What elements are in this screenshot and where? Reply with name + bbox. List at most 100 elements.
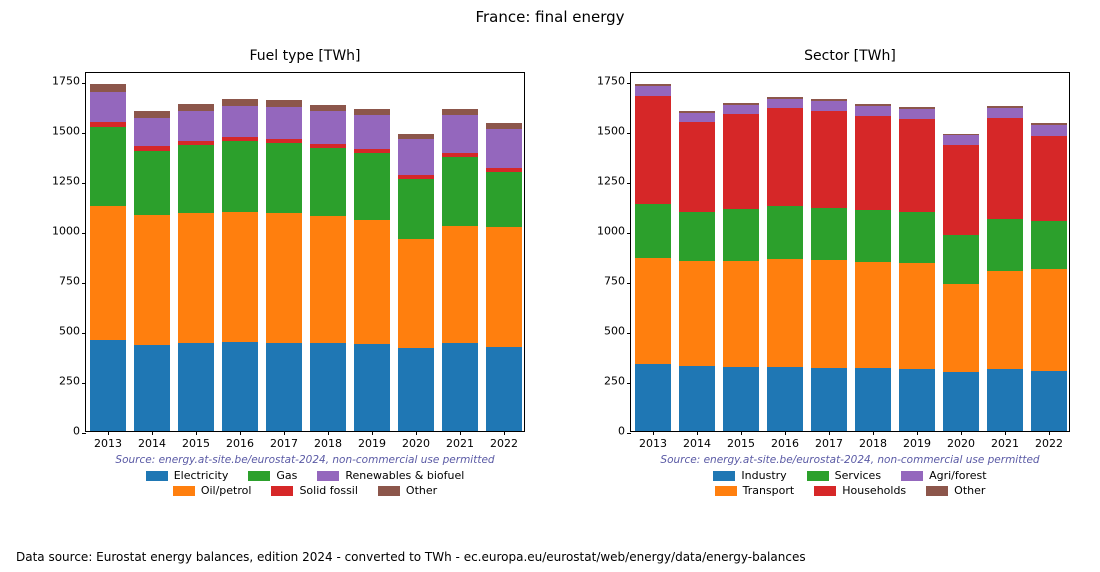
footer-text: Data source: Eurostat energy balances, e… [16, 550, 806, 564]
bar-segment [398, 348, 433, 431]
bar-segment [222, 342, 257, 431]
bar-group [723, 71, 758, 431]
bar-group [899, 71, 934, 431]
bar-segment [134, 151, 169, 215]
bar-segment [486, 227, 521, 347]
bar-segment [1031, 371, 1066, 431]
legend-row: TransportHouseholdsOther [630, 483, 1070, 498]
xtick-label: 2018 [314, 431, 342, 450]
bar-segment [855, 106, 890, 116]
legend-swatch [713, 471, 735, 481]
xtick-label: 2020 [402, 431, 430, 450]
bar-segment [354, 344, 389, 431]
bar-segment [899, 369, 934, 431]
bar-segment [679, 261, 714, 366]
ytick-label: 750 [59, 275, 86, 288]
bar-segment [266, 343, 301, 431]
xtick-label: 2021 [446, 431, 474, 450]
bar-segment [486, 347, 521, 431]
bar-segment [855, 368, 890, 431]
bar-segment [1031, 221, 1066, 269]
xtick-label: 2016 [771, 431, 799, 450]
bar-segment [222, 106, 257, 137]
xtick-label: 2014 [683, 431, 711, 450]
bar-segment [723, 114, 758, 209]
legend-label: Gas [276, 469, 297, 482]
ytick-label: 500 [59, 325, 86, 338]
bar-segment [310, 148, 345, 216]
bar-segment [442, 109, 477, 115]
bar-segment [723, 367, 758, 431]
xtick-label: 2017 [815, 431, 843, 450]
legend-label: Renewables & biofuel [345, 469, 464, 482]
left-axes: 0250500750100012501500175020132014201520… [85, 72, 525, 432]
left-legend: Electricity Gas Renewables & biofuel Oil/pe… [85, 468, 525, 498]
bar-group [1031, 71, 1066, 431]
legend-swatch [715, 486, 737, 496]
bar-segment [767, 259, 802, 367]
bar-group [767, 71, 802, 431]
bar-segment [679, 212, 714, 261]
bar-group [222, 71, 257, 431]
ytick-label: 1250 [52, 175, 86, 188]
xtick-label: 2013 [639, 431, 667, 450]
bar-segment [899, 263, 934, 369]
bar-segment [811, 208, 846, 260]
legend-swatch [173, 486, 195, 496]
bar-segment [679, 366, 714, 431]
bar-segment [134, 146, 169, 151]
bar-segment [899, 212, 934, 263]
legend-label: Agri/forest [929, 469, 987, 482]
bar-segment [855, 116, 890, 210]
bar-group [178, 71, 213, 431]
bar-segment [310, 216, 345, 343]
bar-segment [635, 364, 670, 431]
right-watermark: Source: energy.at-site.be/eurostat-2024,… [630, 454, 1070, 466]
bar-segment [899, 109, 934, 119]
xtick-label: 2015 [182, 431, 210, 450]
bar-segment [855, 104, 890, 106]
bar-segment [855, 262, 890, 368]
bar-segment [222, 141, 257, 212]
xtick-label: 2022 [1035, 431, 1063, 450]
bar-group [679, 71, 714, 431]
bar-segment [398, 179, 433, 239]
bar-segment [899, 107, 934, 109]
ytick-label: 0 [73, 425, 86, 438]
bar-segment [1031, 123, 1066, 125]
ytick-label: 1500 [52, 125, 86, 138]
legend-item: Electricity [146, 469, 229, 482]
legend-label: Oil/petrol [201, 484, 252, 497]
bar-segment [943, 284, 978, 372]
bar-segment [767, 367, 802, 431]
bar-group [855, 71, 890, 431]
bar-segment [1031, 125, 1066, 136]
legend-label: Services [835, 469, 881, 482]
bar-segment [310, 144, 345, 148]
bar-segment [767, 97, 802, 99]
ytick-label: 250 [604, 375, 631, 388]
legend-item: Services [807, 469, 881, 482]
bar-segment [811, 260, 846, 368]
bar-segment [811, 99, 846, 101]
bar-group [398, 71, 433, 431]
bar-group [486, 71, 521, 431]
bar-segment [354, 149, 389, 153]
ytick-label: 1750 [52, 75, 86, 88]
legend-label: Households [842, 484, 906, 497]
xtick-label: 2019 [358, 431, 386, 450]
xtick-label: 2021 [991, 431, 1019, 450]
legend-swatch [901, 471, 923, 481]
xtick-label: 2022 [490, 431, 518, 450]
legend-item: Renewables & biofuel [317, 469, 464, 482]
bar-segment [398, 139, 433, 175]
bar-segment [987, 219, 1022, 271]
xtick-label: 2017 [270, 431, 298, 450]
legend-item: Agri/forest [901, 469, 987, 482]
bar-segment [310, 111, 345, 144]
bar-group [943, 71, 978, 431]
bar-segment [486, 123, 521, 129]
bar-segment [987, 106, 1022, 108]
left-watermark: Source: energy.at-site.be/eurostat-2024,… [85, 454, 525, 466]
bar-group [987, 71, 1022, 431]
